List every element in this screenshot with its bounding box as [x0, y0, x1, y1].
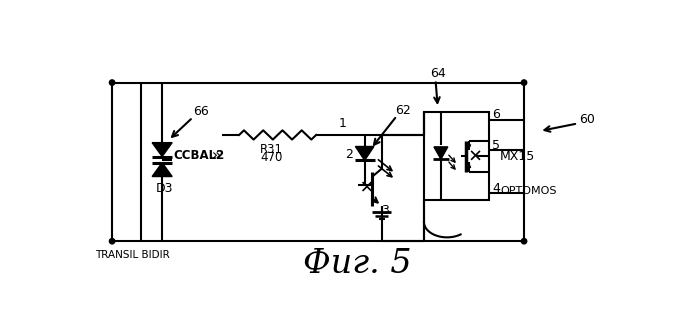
Text: MX15: MX15 — [500, 150, 535, 163]
Text: R31: R31 — [260, 143, 283, 156]
Circle shape — [521, 80, 527, 85]
Text: 3: 3 — [380, 204, 389, 217]
Text: 62: 62 — [395, 104, 411, 117]
Text: 2: 2 — [346, 148, 353, 161]
Polygon shape — [152, 163, 172, 177]
Bar — [424, 112, 489, 200]
Text: OPTOMOS: OPTOMOS — [500, 186, 557, 196]
Circle shape — [110, 80, 114, 85]
Text: 4: 4 — [493, 182, 500, 195]
Text: 64: 64 — [430, 67, 446, 80]
Circle shape — [521, 239, 527, 244]
Text: TRANSIL BIDIR: TRANSIL BIDIR — [95, 250, 170, 260]
Text: 60: 60 — [579, 113, 595, 126]
Text: 66: 66 — [193, 105, 209, 118]
Polygon shape — [152, 143, 172, 156]
Text: CCBAL2: CCBAL2 — [174, 149, 225, 162]
Polygon shape — [434, 147, 448, 159]
Polygon shape — [355, 147, 374, 160]
Text: »: » — [211, 148, 221, 163]
Text: 470: 470 — [260, 151, 283, 164]
Text: 1: 1 — [339, 117, 347, 130]
Text: 6: 6 — [493, 108, 500, 121]
Text: D3: D3 — [156, 182, 173, 195]
Text: Фиг. 5: Фиг. 5 — [304, 248, 412, 280]
Circle shape — [110, 239, 114, 244]
Text: 5: 5 — [493, 139, 500, 152]
